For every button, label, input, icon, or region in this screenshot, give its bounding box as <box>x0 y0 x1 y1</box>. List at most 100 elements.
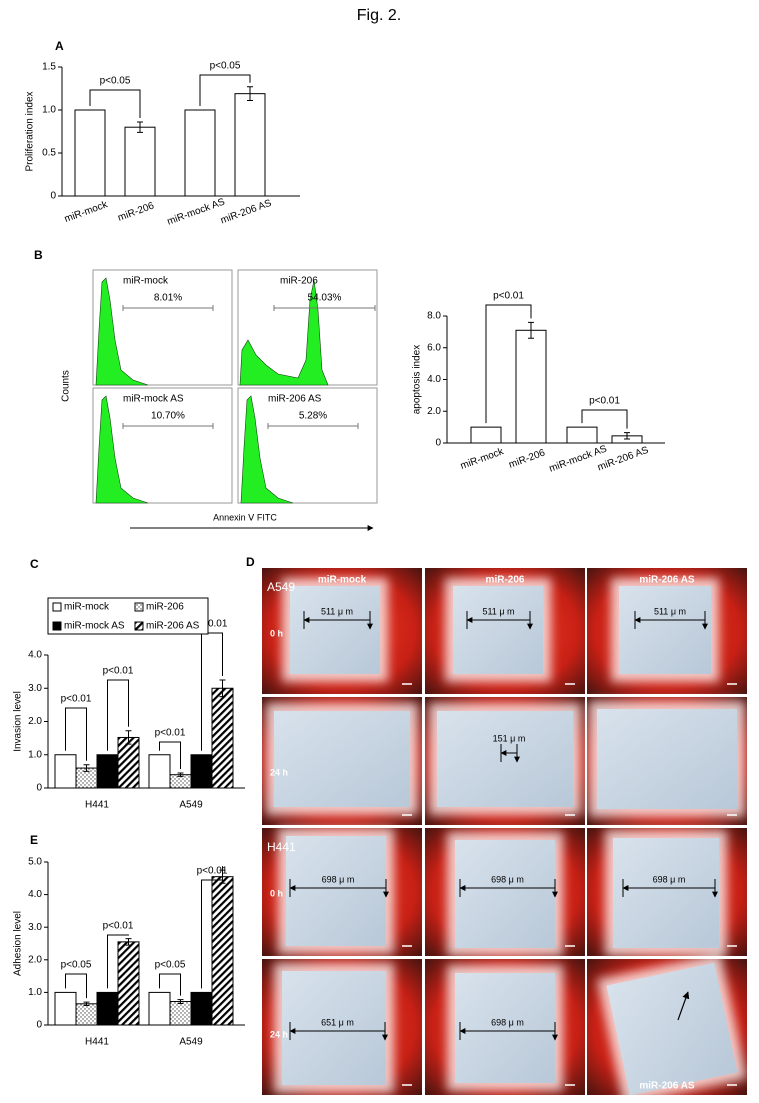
column-header: miR-mock <box>318 575 367 586</box>
y-tick-label: 1.0 <box>28 987 42 998</box>
measure-arrow <box>467 611 530 629</box>
micrograph: 698 μ m <box>262 828 422 956</box>
measure-arrow <box>460 1022 555 1040</box>
significance-bracket <box>159 741 181 770</box>
micrograph: 698 μ m <box>587 828 747 956</box>
wound-area <box>455 840 555 948</box>
wound-area <box>290 586 380 674</box>
wound-area <box>619 586 711 674</box>
annotation: p<0.05 <box>210 61 241 72</box>
histogram <box>240 395 294 504</box>
figure-title: Fig. 2. <box>357 7 401 24</box>
micrograph: 698 μ m <box>425 828 585 956</box>
panel-label: B <box>34 248 43 262</box>
y-tick-label: 8.0 <box>427 311 441 322</box>
micrograph: 651 μ m <box>262 959 422 1095</box>
measure-arrow <box>460 879 555 897</box>
histogram <box>239 279 329 386</box>
y-tick-label: 4.0 <box>28 889 42 900</box>
measure-label: 698 μ m <box>322 874 355 884</box>
panel-name: miR-206 AS <box>268 394 322 405</box>
wound-area <box>455 973 555 1083</box>
micrograph: 151 μ m <box>425 697 585 825</box>
bar <box>184 109 216 197</box>
significance-bracket <box>107 679 129 751</box>
y-tick-label: 0 <box>36 783 42 794</box>
x-tick-label: miR-206 <box>116 200 156 223</box>
legend-label: miR-206 <box>146 602 184 613</box>
measure-arrow <box>501 744 517 762</box>
y-axis-label: Proliferation index <box>25 91 36 171</box>
gate-percent: 10.70% <box>151 411 185 422</box>
measure-label: 698 μ m <box>491 874 524 884</box>
annotation: p<0.01 <box>197 866 228 877</box>
wound-area <box>282 971 386 1085</box>
micrograph <box>262 697 422 825</box>
y-axis-label: Invasion level <box>13 691 24 752</box>
significance-bracket <box>107 934 129 989</box>
panel-label: E <box>30 833 38 847</box>
bar <box>75 1003 98 1026</box>
panel-label: C <box>30 557 39 571</box>
measure-label: 511 μ m <box>482 606 514 616</box>
y-tick-label: 3.0 <box>28 683 42 694</box>
panel-name: miR-206 <box>280 276 318 287</box>
bar <box>96 754 119 789</box>
bar <box>190 754 213 789</box>
micrograph: 511 μ m <box>425 568 585 694</box>
bar <box>470 426 502 444</box>
bar <box>117 941 140 1026</box>
bar <box>148 991 171 1026</box>
annotation: p<0.01 <box>493 291 524 302</box>
micrograph: 511 μ m <box>262 568 422 694</box>
legend-swatch <box>52 621 62 631</box>
gate <box>122 423 214 429</box>
y-tick-label: 1.0 <box>28 749 42 760</box>
gate <box>122 305 214 311</box>
significance-bracket <box>199 74 251 106</box>
measure-label: 698 μ m <box>653 874 686 884</box>
annotation: p<0.01 <box>589 396 620 407</box>
error-bar <box>177 999 184 1004</box>
legend-swatch <box>134 621 144 631</box>
y-tick-label: 0 <box>36 1020 42 1031</box>
measure-label: 651 μ m <box>321 1017 354 1027</box>
wound-area <box>453 586 543 674</box>
time-label: 24 h <box>270 1029 288 1039</box>
error-bar <box>624 432 630 440</box>
annotation: p<0.05 <box>100 76 131 87</box>
wound-area <box>597 709 737 809</box>
x-tick-label: A549 <box>179 1037 203 1048</box>
measure-label: 151 μ m <box>493 733 526 743</box>
histogram <box>95 277 149 386</box>
column-header: miR-206 <box>486 575 525 586</box>
measure-arrow <box>290 879 386 897</box>
error-bar <box>219 679 226 698</box>
significance-bracket <box>201 632 223 751</box>
error-bar <box>83 1001 90 1006</box>
x-tick-label: A549 <box>179 800 203 811</box>
micrograph <box>587 953 747 1103</box>
bar <box>190 991 213 1026</box>
significance-bracket <box>581 409 628 429</box>
error-bar <box>83 764 90 772</box>
micrograph: 698 μ m <box>425 959 585 1095</box>
y-tick-label: 4.0 <box>427 374 441 385</box>
measure-label: 698 μ m <box>491 1017 524 1027</box>
micrograph-caption: miR-206 AS <box>639 1081 695 1092</box>
annotation: p<0.01 <box>103 666 134 677</box>
x-tick-label: miR-206 <box>507 447 547 470</box>
y-tick-label: 2.0 <box>427 406 441 417</box>
legend-swatch <box>134 602 144 612</box>
y-tick-label: 0.5 <box>42 148 56 159</box>
bar <box>96 991 119 1026</box>
bar <box>74 109 106 197</box>
y-axis-label: apoptosis index <box>412 345 423 415</box>
micrograph: 511 μ m <box>587 568 747 694</box>
significance-bracket <box>201 866 223 989</box>
pointer-arrow <box>677 991 690 1021</box>
gate <box>267 423 359 429</box>
annotation: p<0.01 <box>61 694 92 705</box>
significance-bracket <box>485 304 532 424</box>
time-label: 0 h <box>270 888 283 898</box>
